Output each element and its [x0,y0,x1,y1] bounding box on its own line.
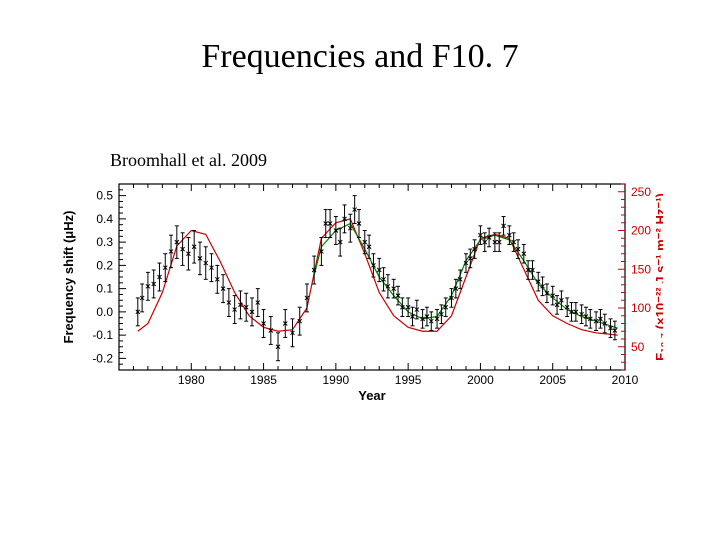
chart-svg: 1980 1985 1990 1995 2000 2005 2010 Year -0.2 -0.1… [45,178,663,410]
svg-text:0.0: 0.0 [96,305,113,319]
svg-text:0.2: 0.2 [96,258,113,272]
svg-text:250: 250 [631,185,651,199]
svg-text:F₁₀.₇ (×10⁻²² J s⁻¹ m⁻² Hz⁻¹): F₁₀.₇ (×10⁻²² J s⁻¹ m⁻² Hz⁻¹) [653,193,663,361]
slide-root: { "title": "Frequencies and F10. 7", "ci… [0,0,720,540]
svg-text:200: 200 [631,224,651,238]
svg-text:1985: 1985 [250,373,277,387]
svg-text:1990: 1990 [323,373,350,387]
svg-text:2000: 2000 [467,373,494,387]
svg-text:-0.2: -0.2 [92,351,113,365]
svg-text:0.4: 0.4 [96,212,113,226]
svg-text:0.1: 0.1 [96,282,113,296]
svg-text:Frequency shift (μHz): Frequency shift (μHz) [61,211,76,344]
frequency-f107-chart: 1980 1985 1990 1995 2000 2005 2010 Year -0.2 -0.1… [45,178,663,410]
svg-text:2010: 2010 [612,373,639,387]
svg-text:-0.1: -0.1 [92,328,113,342]
svg-text:0.3: 0.3 [96,235,113,249]
svg-text:0.5: 0.5 [96,189,113,203]
svg-text:1995: 1995 [395,373,422,387]
svg-text:100: 100 [631,301,651,315]
svg-text:2005: 2005 [539,373,566,387]
slide-title: Frequencies and F10. 7 [0,38,720,76]
svg-text:1980: 1980 [178,373,205,387]
svg-text:Year: Year [358,388,385,403]
citation-label: Broomhall et al. 2009 [110,150,267,171]
svg-text:50: 50 [631,340,645,354]
svg-text:150: 150 [631,262,651,276]
